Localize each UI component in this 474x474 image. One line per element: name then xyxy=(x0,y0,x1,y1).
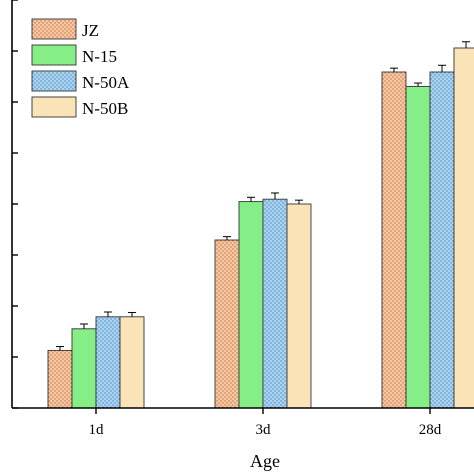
legend-swatch xyxy=(31,70,77,92)
legend-swatch xyxy=(31,18,77,40)
legend-label: N-15 xyxy=(82,47,117,66)
legend-label: N-50B xyxy=(82,99,128,118)
bar xyxy=(71,328,97,409)
bar xyxy=(95,316,121,409)
x-tick-label: 3d xyxy=(256,422,272,438)
bar xyxy=(47,349,73,409)
legend: JZ N-15 N-50A N-50B xyxy=(31,18,130,118)
legend-swatch xyxy=(31,44,77,66)
bar xyxy=(286,203,312,409)
bar xyxy=(238,201,264,409)
x-tick-label: 28d xyxy=(419,422,442,438)
x-axis-title: Age xyxy=(250,451,280,471)
bar xyxy=(119,316,145,409)
legend-label: JZ xyxy=(82,21,99,40)
bar xyxy=(381,71,407,409)
x-tick-label: 1d xyxy=(89,422,105,438)
bar xyxy=(405,85,431,409)
legend-label: N-50A xyxy=(82,73,130,92)
axes: 1d 3d 28d xyxy=(11,0,474,438)
plot-area xyxy=(47,41,474,409)
bar xyxy=(453,47,474,409)
bar xyxy=(429,71,455,409)
legend-swatch xyxy=(31,96,77,118)
bar xyxy=(214,239,240,409)
bar xyxy=(262,198,288,409)
